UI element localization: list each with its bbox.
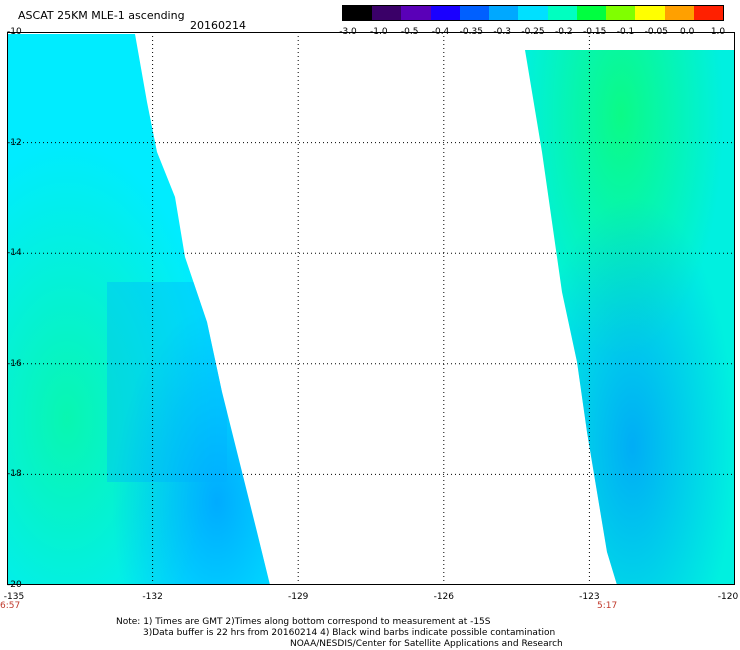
left-swath (7, 34, 270, 585)
longitude-label: -129 (287, 592, 309, 602)
longitude-label: -132 (142, 592, 163, 602)
graticule (7, 32, 735, 585)
left-time: 6:57 (0, 601, 21, 611)
colorbar-swatch (459, 6, 490, 20)
longitude-label: -126 (433, 592, 455, 602)
longitude-label: -120 (717, 592, 739, 602)
latitude-label: -14 (7, 248, 22, 259)
note-line-1: Note: 1) Times are GMT 2)Times along bot… (116, 617, 491, 627)
colorbar-swatch (635, 6, 665, 20)
note-line-2: 3)Data buffer is 22 hrs from 20160214 4)… (143, 628, 556, 638)
latitude-label: -16 (7, 358, 22, 369)
latitude-label: -10 (7, 27, 22, 37)
right-swath (525, 50, 735, 585)
colorbar-swatch (547, 6, 577, 20)
right-time: 5:17 (597, 601, 618, 611)
latitude-label: -12 (7, 137, 22, 148)
swath-layer (7, 32, 735, 585)
plot-border (7, 32, 735, 585)
longitude-label: -135 (3, 592, 25, 602)
colorbar-swatch (430, 6, 460, 20)
colorbar-swatch (372, 6, 402, 20)
map-date: 20160214 (190, 19, 246, 32)
colorbar-swatch (343, 6, 373, 20)
map-title: ASCAT 25KM MLE-1 ascending (18, 9, 185, 22)
colorbar-swatch (576, 6, 607, 20)
longitude-label: -123 (579, 592, 600, 602)
note-line-3: NOAA/NESDIS/Center for Satellite Applica… (290, 639, 563, 649)
colorbar (342, 5, 724, 21)
latitude-label: -20 (7, 580, 22, 590)
latitude-label: -18 (7, 469, 22, 480)
colorbar-swatch (606, 6, 636, 20)
colorbar-swatch (693, 6, 723, 20)
colorbar-swatch (401, 6, 431, 20)
colorbar-swatch (664, 6, 694, 20)
colorbar-swatch (489, 6, 519, 20)
map-plot (7, 32, 735, 585)
colorbar-swatch (518, 6, 548, 20)
